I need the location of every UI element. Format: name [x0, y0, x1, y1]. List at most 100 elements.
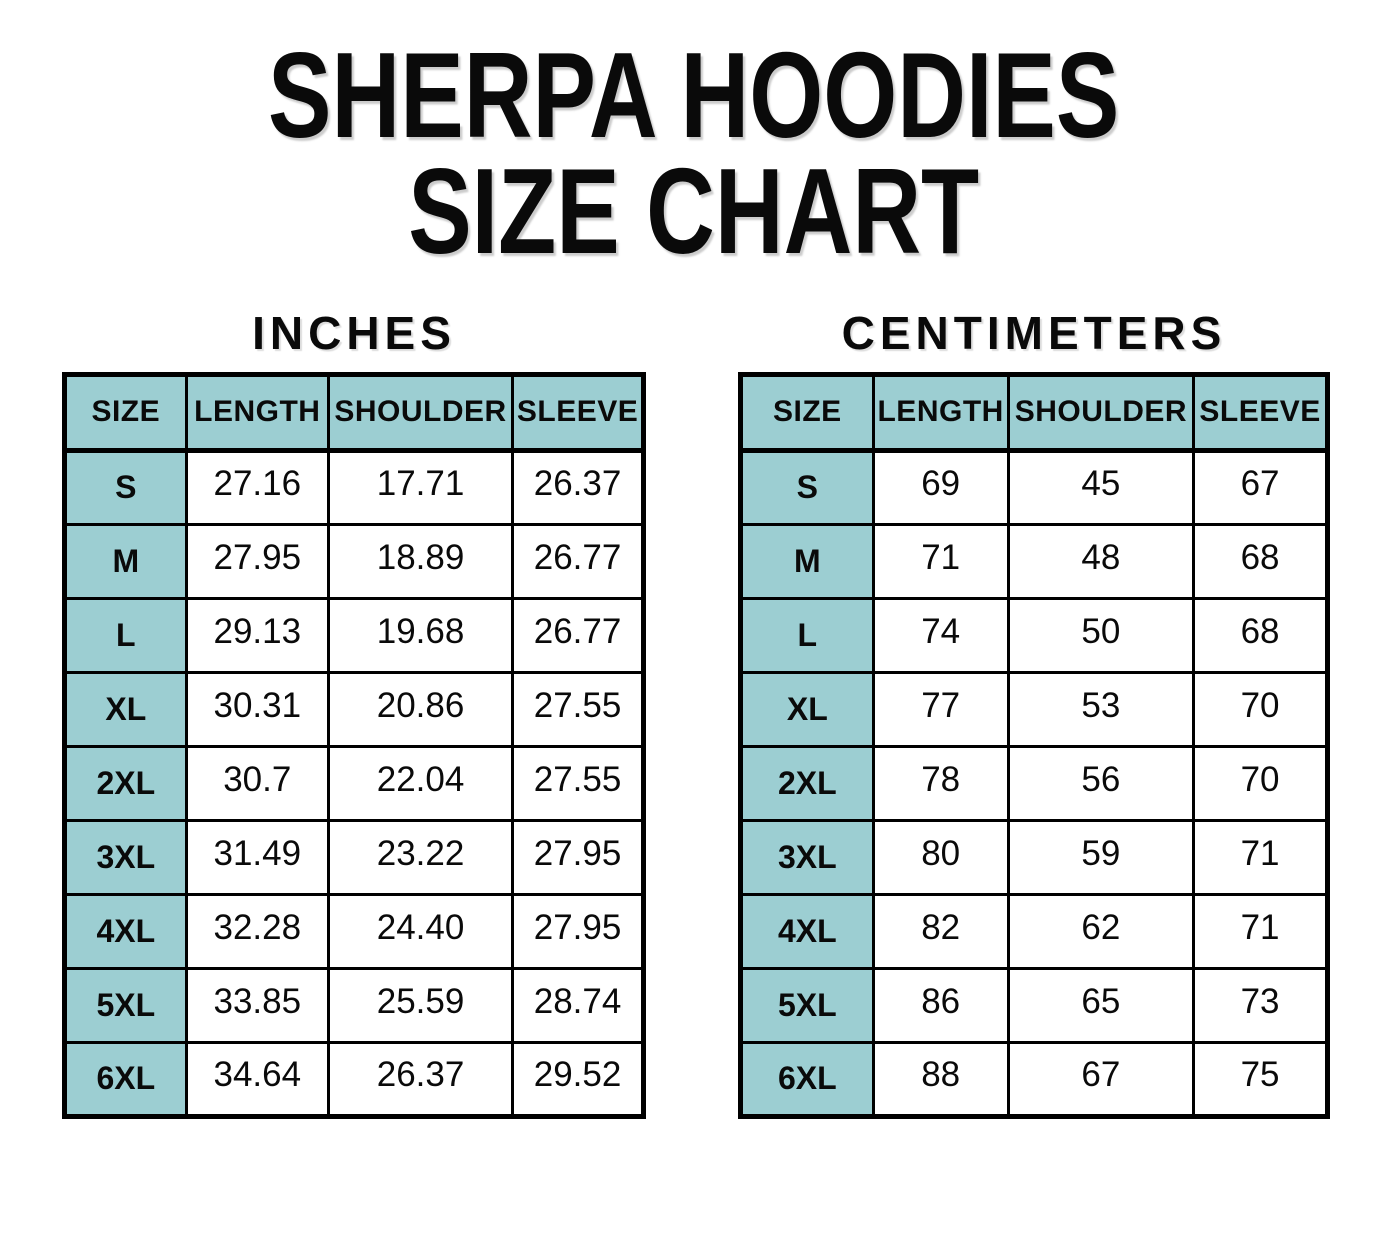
size-cell: L: [63, 596, 188, 674]
table-row: S 27.16 17.71 26.37: [63, 448, 645, 526]
sleeve-cell: 28.74: [511, 966, 645, 1044]
table-row: XL 77 53 70: [739, 670, 1329, 748]
shoulder-cell: 20.86: [326, 670, 515, 748]
size-cell: M: [739, 522, 875, 600]
size-cell: 6XL: [739, 1040, 875, 1118]
size-cell: 2XL: [739, 744, 875, 822]
table-row: 2XL 30.7 22.04 27.55: [63, 744, 645, 822]
length-cell: 27.95: [184, 522, 331, 600]
sleeve-cell: 70: [1192, 744, 1329, 822]
shoulder-cell: 56: [1006, 744, 1196, 822]
sleeve-cell: 27.55: [511, 670, 645, 748]
length-cell: 29.13: [184, 596, 331, 674]
size-cell: S: [739, 448, 875, 526]
length-cell: 34.64: [184, 1040, 331, 1118]
size-cell: XL: [63, 670, 188, 748]
shoulder-cell: 65: [1006, 966, 1196, 1044]
table-row: S 69 45 67: [739, 448, 1329, 526]
size-cell: 5XL: [739, 966, 875, 1044]
table-row: 4XL 32.28 24.40 27.95: [63, 892, 645, 970]
table-row: 3XL 80 59 71: [739, 818, 1329, 896]
shoulder-cell: 25.59: [326, 966, 515, 1044]
column-header-shoulder: SHOULDER: [1006, 372, 1196, 453]
table-row: 2XL 78 56 70: [739, 744, 1329, 822]
size-cell: 3XL: [63, 818, 188, 896]
sleeve-cell: 26.37: [511, 448, 645, 526]
shoulder-cell: 22.04: [326, 744, 515, 822]
sleeve-cell: 73: [1192, 966, 1329, 1044]
shoulder-cell: 62: [1006, 892, 1196, 970]
shoulder-cell: 59: [1006, 818, 1196, 896]
title-line2: SIZE CHART: [408, 142, 980, 279]
centimeters-heading: CENTIMETERS: [841, 306, 1227, 359]
table-row: L 29.13 19.68 26.77: [63, 596, 645, 674]
size-cell: 4XL: [63, 892, 188, 970]
sleeve-cell: 27.55: [511, 744, 645, 822]
shoulder-cell: 53: [1006, 670, 1196, 748]
shoulder-cell: 19.68: [326, 596, 515, 674]
length-cell: 31.49: [184, 818, 331, 896]
inches-table-header: SIZE LENGTH SHOULDER SLEEVE: [63, 372, 645, 453]
length-cell: 86: [871, 966, 1010, 1044]
inches-table-body: S 27.16 17.71 26.37 M 27.95 18.89 26.77 L 29.13 19…: [63, 448, 645, 1118]
shoulder-cell: 26.37: [326, 1040, 515, 1118]
column-header-size: SIZE: [63, 372, 188, 453]
table-row: XL 30.31 20.86 27.55: [63, 670, 645, 748]
table-row: M 71 48 68: [739, 522, 1329, 600]
sleeve-cell: 68: [1192, 596, 1329, 674]
centimeters-size-table: SIZE LENGTH SHOULDER SLEEVE S 69 45 67 M 71 48 68 L…: [738, 371, 1330, 1119]
sleeve-cell: 75: [1192, 1040, 1329, 1118]
shoulder-cell: 45: [1006, 448, 1196, 526]
column-header-size: SIZE: [739, 372, 875, 453]
header-row: SIZE LENGTH SHOULDER SLEEVE: [63, 372, 645, 453]
size-cell: XL: [739, 670, 875, 748]
shoulder-cell: 24.40: [326, 892, 515, 970]
table-row: 5XL 33.85 25.59 28.74: [63, 966, 645, 1044]
size-cell: 3XL: [739, 818, 875, 896]
table-row: 6XL 34.64 26.37 29.52: [63, 1040, 645, 1118]
shoulder-cell: 17.71: [326, 448, 515, 526]
length-cell: 27.16: [184, 448, 331, 526]
sleeve-cell: 27.95: [511, 892, 645, 970]
table-row: L 74 50 68: [739, 596, 1329, 674]
column-header-length: LENGTH: [871, 372, 1010, 453]
sleeve-cell: 70: [1192, 670, 1329, 748]
size-cell: 6XL: [63, 1040, 188, 1118]
tables-container: INCHES SIZE LENGTH SHOULDER SLEEVE S 27.16 17…: [0, 310, 1388, 1119]
column-header-shoulder: SHOULDER: [326, 372, 515, 453]
sleeve-cell: 71: [1192, 892, 1329, 970]
shoulder-cell: 67: [1006, 1040, 1196, 1118]
sleeve-cell: 71: [1192, 818, 1329, 896]
length-cell: 30.31: [184, 670, 331, 748]
length-cell: 82: [871, 892, 1010, 970]
size-cell: 2XL: [63, 744, 188, 822]
inches-heading: INCHES: [252, 306, 456, 359]
length-cell: 30.7: [184, 744, 331, 822]
sleeve-cell: 68: [1192, 522, 1329, 600]
centimeters-table-body: S 69 45 67 M 71 48 68 L 74 50 68 XL 77 53 70 2XL 78 56 70 3X…: [739, 448, 1329, 1118]
size-chart-page: SHERPA HOODIES SIZE CHART INCHES SIZE LEN…: [0, 34, 1388, 1119]
column-header-sleeve: SLEEVE: [511, 372, 645, 453]
size-cell: 4XL: [739, 892, 875, 970]
column-header-length: LENGTH: [184, 372, 331, 453]
sleeve-cell: 26.77: [511, 522, 645, 600]
sleeve-cell: 27.95: [511, 818, 645, 896]
table-row: 5XL 86 65 73: [739, 966, 1329, 1044]
column-header-sleeve: SLEEVE: [1192, 372, 1329, 453]
shoulder-cell: 18.89: [326, 522, 515, 600]
size-cell: S: [63, 448, 188, 526]
sleeve-cell: 26.77: [511, 596, 645, 674]
sleeve-cell: 67: [1192, 448, 1329, 526]
shoulder-cell: 50: [1006, 596, 1196, 674]
length-cell: 88: [871, 1040, 1010, 1118]
length-cell: 77: [871, 670, 1010, 748]
table-row: 4XL 82 62 71: [739, 892, 1329, 970]
sleeve-cell: 29.52: [511, 1040, 645, 1118]
centimeters-table-section: CENTIMETERS SIZE LENGTH SHOULDER SLEEVE S 69…: [738, 310, 1330, 1119]
shoulder-cell: 48: [1006, 522, 1196, 600]
page-title-text: SHERPA HOODIES SIZE CHART: [268, 34, 1119, 279]
length-cell: 74: [871, 596, 1010, 674]
centimeters-table-header: SIZE LENGTH SHOULDER SLEEVE: [739, 372, 1329, 453]
size-cell: M: [63, 522, 188, 600]
length-cell: 71: [871, 522, 1010, 600]
